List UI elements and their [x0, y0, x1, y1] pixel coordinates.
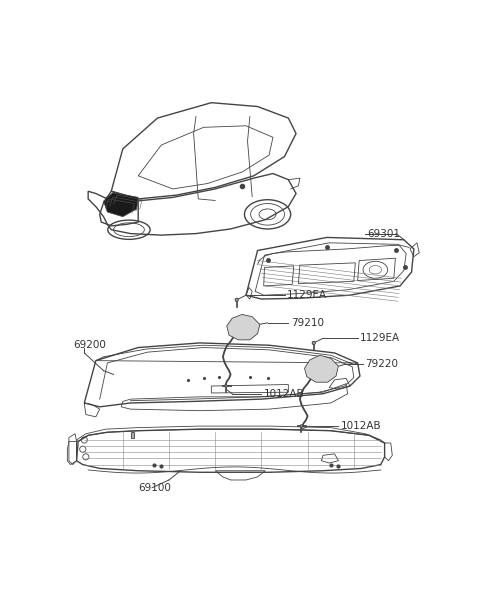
Text: 79210: 79210 [291, 318, 324, 328]
Polygon shape [225, 385, 228, 387]
Text: 69100: 69100 [138, 483, 171, 493]
Text: 79220: 79220 [365, 359, 398, 370]
Text: 1012AB: 1012AB [341, 421, 381, 431]
Polygon shape [300, 425, 303, 427]
Text: 1129EA: 1129EA [287, 290, 327, 300]
Polygon shape [104, 193, 138, 217]
Text: 1129EA: 1129EA [360, 333, 400, 343]
Polygon shape [227, 314, 260, 340]
Polygon shape [312, 341, 315, 344]
Text: 1012AB: 1012AB [264, 389, 304, 399]
Polygon shape [235, 298, 239, 301]
Text: 69301: 69301 [368, 229, 401, 238]
Polygon shape [304, 355, 338, 382]
Text: 69200: 69200 [73, 340, 106, 350]
Polygon shape [131, 432, 134, 438]
